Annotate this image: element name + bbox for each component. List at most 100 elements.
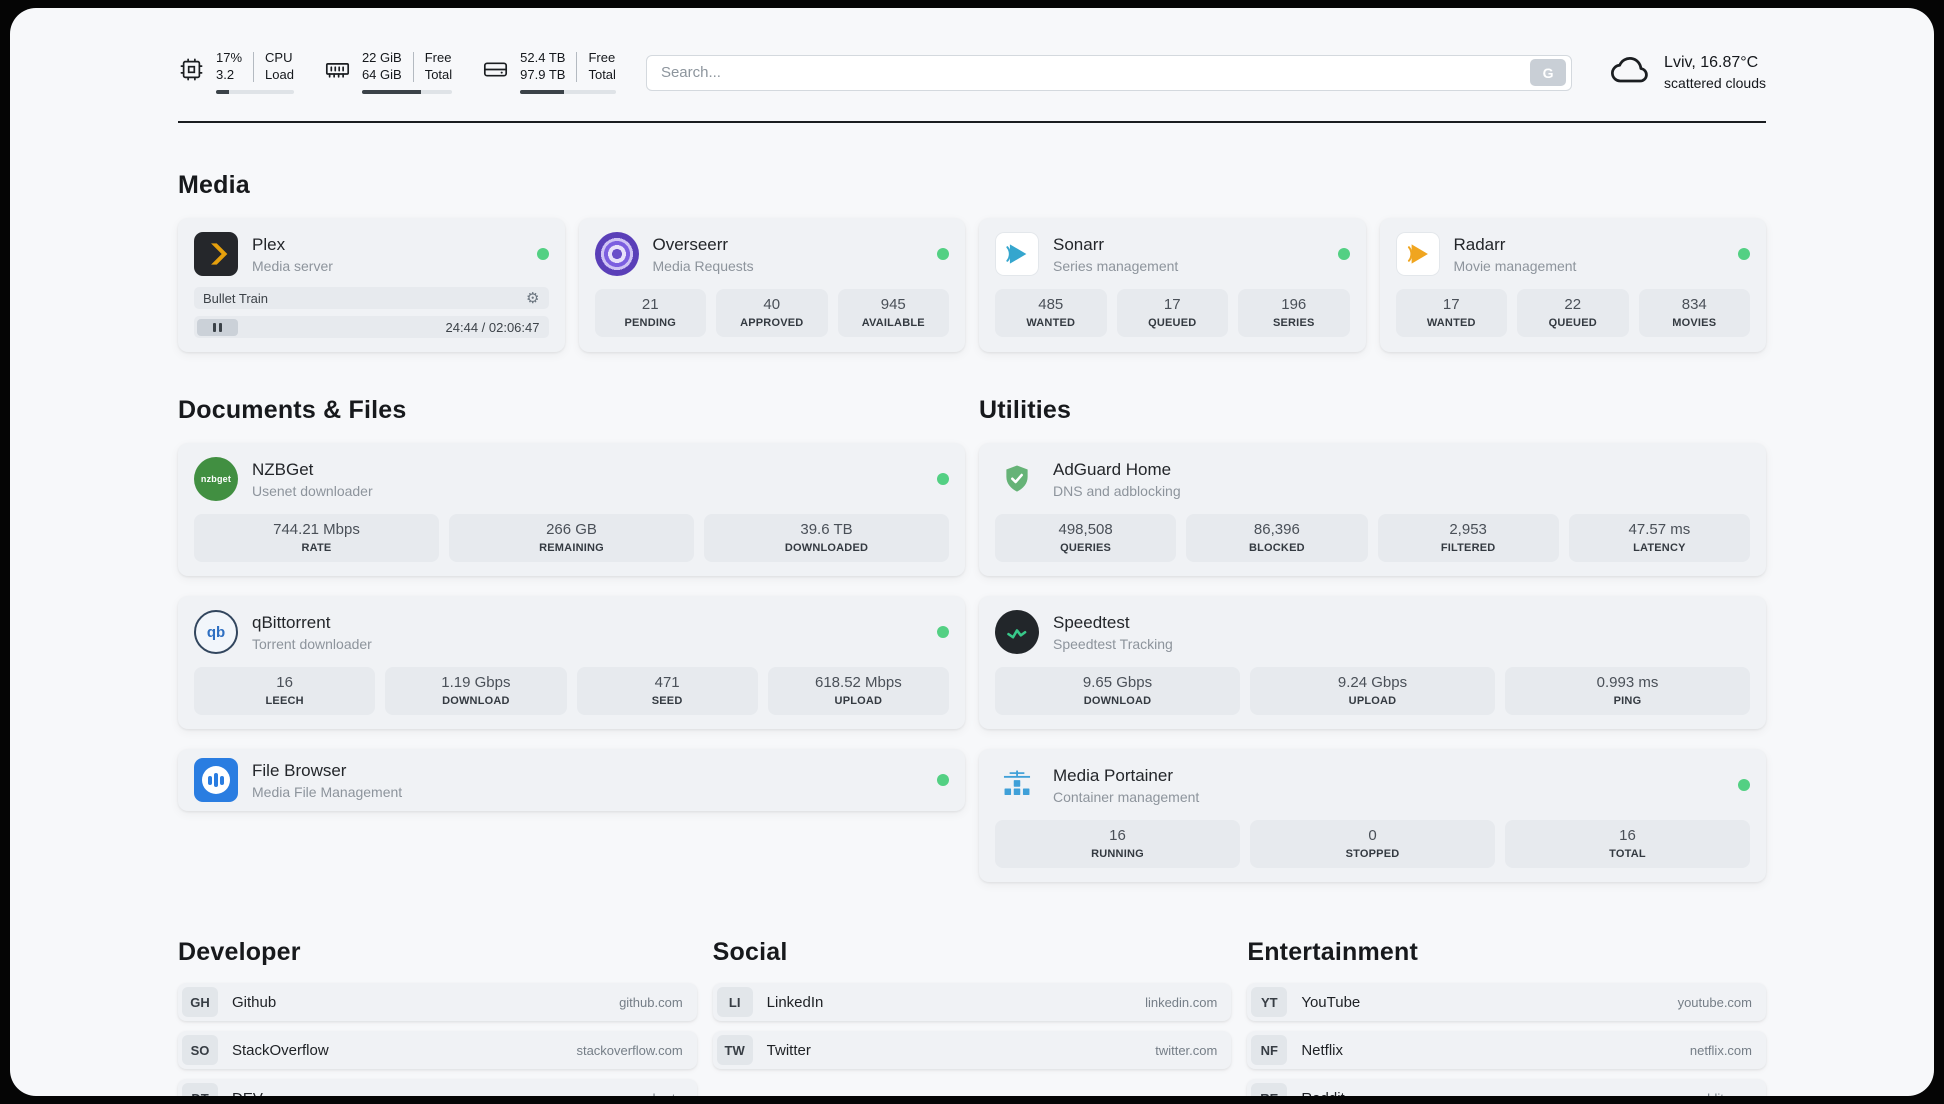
qbittorrent-icon: qb [194, 610, 238, 654]
stat-tile: 17 QUEUED [1116, 289, 1228, 337]
bookmarks-section: Developer GH Github github.com SO StackO… [178, 938, 1766, 1096]
stat-value: 9.65 Gbps [1082, 674, 1153, 691]
sonarr-icon [995, 232, 1039, 276]
stat-label: DOWNLOADED [784, 542, 869, 554]
adguard-icon [995, 457, 1039, 501]
bookmark-badge: YT [1251, 987, 1288, 1017]
bookmark-badge: LI [716, 987, 753, 1017]
cpu-usage: 17% [216, 49, 243, 65]
nzbget-logo-text: nzbget [200, 474, 232, 484]
stat-label: APPROVED [740, 317, 804, 329]
radarr-icon [1395, 232, 1440, 276]
service-card-filebrowser[interactable]: File Browser Media File Management [178, 749, 965, 811]
section-heading-social: Social [712, 938, 788, 966]
bookmark-url: linkedin.com [1145, 994, 1218, 1010]
service-card-portainer[interactable]: Media Portainer Container management 16 … [979, 749, 1766, 882]
bookmark-badge: SO [182, 1035, 218, 1065]
service-card-qbittorrent[interactable]: qb qBittorrent Torrent downloader 16 LEE… [178, 596, 965, 729]
service-title: Media Portainer [1053, 765, 1174, 785]
section-heading-media: Media [178, 171, 250, 199]
stat-value: 22 [1564, 296, 1582, 313]
status-dot [1738, 779, 1750, 791]
stat-tile: 471 SEED [576, 667, 758, 715]
service-title: qBittorrent [252, 612, 331, 632]
status-dot [937, 626, 949, 638]
disk-progress-bar [520, 90, 616, 95]
stat-tile: 0 STOPPED [1250, 820, 1495, 868]
service-subtitle: Container management [1053, 788, 1200, 805]
stat-value: 17 [1442, 296, 1460, 313]
bookmark-reddit[interactable]: RE Reddit reddit.com [1247, 1079, 1766, 1096]
stat-label: QUERIES [1060, 542, 1112, 554]
qbittorrent-logo-text: qb [206, 623, 226, 641]
stat-label: DOWNLOAD [1083, 695, 1152, 707]
ram-total: 64 GiB [361, 67, 402, 82]
stat-tile: 945 AVAILABLE [837, 289, 949, 337]
disk-values: 52.4 TB 97.9 TB [520, 49, 566, 83]
bookmark-badge: NF [1251, 1035, 1288, 1065]
stat-value: 618.52 Mbps [815, 674, 902, 691]
dashboard-frame: 17% 3.2 CPU Load [10, 8, 1934, 1096]
pause-button[interactable] [197, 318, 238, 336]
service-subtitle: Media File Management [252, 783, 403, 800]
service-card-radarr[interactable]: Radarr Movie management 17 WANTED 22 QUE… [1379, 218, 1766, 352]
stat-label: LATENCY [1633, 542, 1686, 554]
service-title: Plex [252, 234, 286, 254]
ram-free: 22 GiB [361, 49, 402, 65]
service-card-nzbget[interactable]: nzbget NZBGet Usenet downloader 744.21 M… [178, 443, 965, 576]
search-input[interactable] [660, 64, 1531, 81]
cpu-labels: CPU Load [265, 50, 294, 83]
stat-label: REMAINING [539, 542, 604, 554]
search-provider-button[interactable]: G [1530, 59, 1567, 86]
service-title: AdGuard Home [1053, 459, 1172, 479]
service-card-sonarr[interactable]: Sonarr Series management 485 WANTED 17 Q… [979, 218, 1366, 352]
gear-icon[interactable]: ⚙ [526, 289, 540, 307]
service-card-adguard[interactable]: AdGuard Home DNS and adblocking 498,508 … [979, 443, 1766, 576]
cpu-progress-bar [216, 90, 294, 95]
ram-values: 22 GiB 64 GiB [361, 49, 402, 83]
section-heading-documents: Documents & Files [178, 396, 407, 424]
weather-location: Lviv, 16.87°C [1664, 54, 1759, 71]
stat-value: 471 [654, 674, 680, 691]
stat-value: 744.21 Mbps [273, 521, 360, 538]
metric-divider [253, 51, 255, 82]
weather-condition: scattered clouds [1664, 75, 1766, 91]
cloud-icon [1608, 48, 1652, 97]
stat-label: QUEUED [1148, 317, 1197, 329]
documents-column: Documents & Files nzbget NZBGet Usenet d… [178, 396, 965, 811]
service-card-speedtest[interactable]: Speedtest Speedtest Tracking 9.65 Gbps D… [979, 596, 1766, 729]
stat-value: 86,396 [1253, 521, 1300, 538]
service-subtitle: Series management [1053, 257, 1179, 274]
stat-value: 485 [1038, 296, 1064, 313]
service-card-plex[interactable]: Plex Media server Bullet Train ⚙ 24:44 /… [178, 218, 565, 352]
service-subtitle: Usenet downloader [252, 482, 373, 499]
bookmark-linkedin[interactable]: LI LinkedIn linkedin.com [712, 983, 1232, 1021]
stat-label: TOTAL [1609, 848, 1646, 860]
bookmark-youtube[interactable]: YT YouTube youtube.com [1247, 983, 1766, 1021]
disk-free: 52.4 TB [520, 49, 566, 65]
portainer-icon [995, 763, 1039, 807]
service-card-overseerr[interactable]: Overseerr Media Requests 21 PENDING 40 A… [578, 218, 965, 352]
stat-value: 17 [1163, 296, 1181, 313]
stat-tile: 40 APPROVED [716, 289, 828, 337]
stat-label: UPLOAD [1348, 695, 1397, 707]
search-bar: G [645, 54, 1573, 91]
stat-tile: 498,508 QUERIES [995, 514, 1177, 562]
metric-divider [412, 51, 414, 82]
bookmark-stackoverflow[interactable]: SO StackOverflow stackoverflow.com [178, 1031, 697, 1069]
cpu-icon [178, 51, 205, 83]
bookmark-netflix[interactable]: NF Netflix netflix.com [1247, 1031, 1766, 1069]
bookmark-github[interactable]: GH Github github.com [178, 983, 697, 1021]
stat-value: 16 [1109, 827, 1126, 844]
bookmark-url: reddit.com [1691, 1091, 1752, 1097]
section-heading-developer: Developer [178, 938, 301, 966]
bookmark-name: YouTube [1301, 993, 1361, 1011]
stat-label: LEECH [265, 695, 304, 707]
stat-tile: 196 SERIES [1238, 289, 1350, 337]
stat-tile: 2,953 FILTERED [1377, 514, 1559, 562]
service-subtitle: Torrent downloader [252, 635, 372, 652]
stat-label: SEED [651, 695, 683, 707]
bookmark-twitter[interactable]: TW Twitter twitter.com [712, 1031, 1232, 1069]
bookmark-dev[interactable]: DT DEV dev.to [178, 1079, 697, 1096]
stat-value: 0 [1368, 827, 1377, 844]
